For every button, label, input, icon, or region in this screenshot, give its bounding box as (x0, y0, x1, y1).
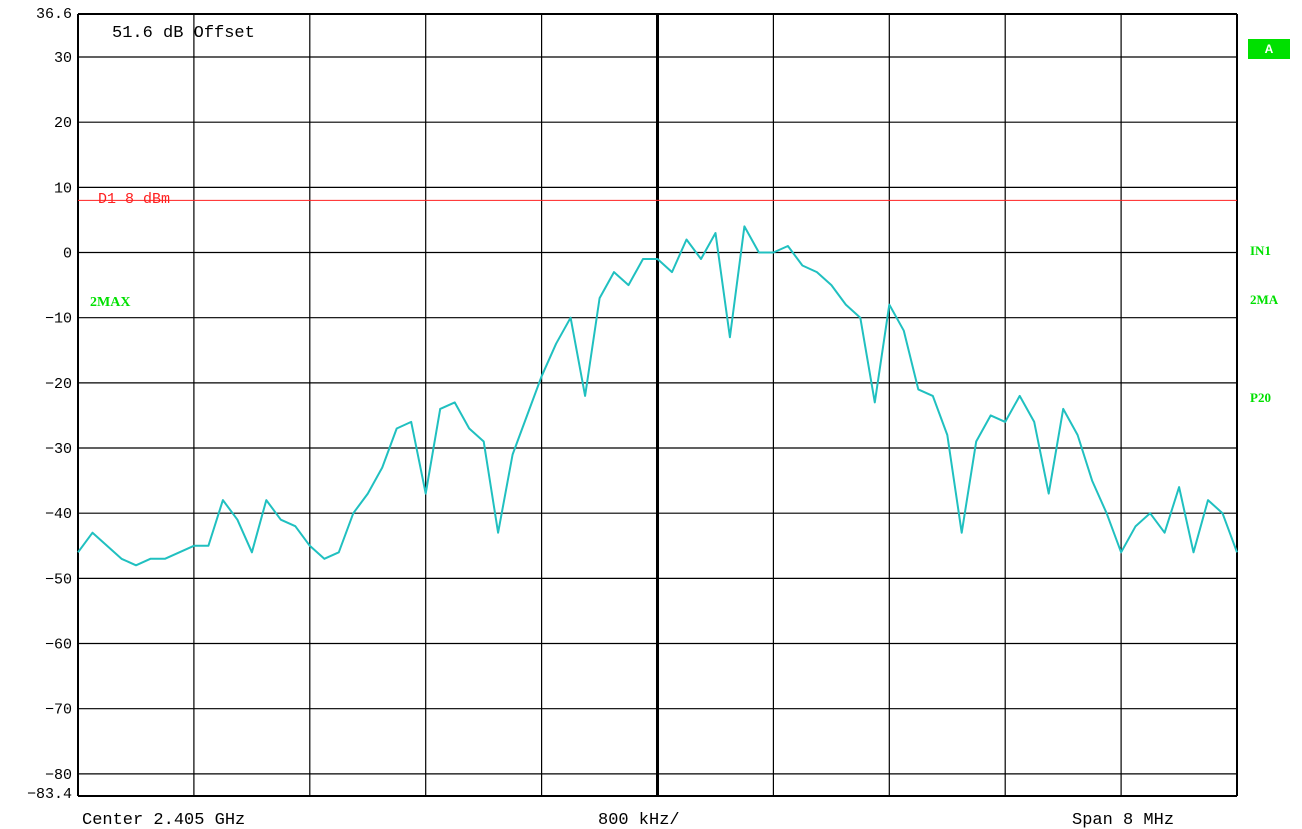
division-label: 800 kHz/ (598, 811, 680, 829)
display-line-label: D1 8 dBm (98, 191, 170, 208)
y-tick-label: 0 (63, 246, 72, 263)
y-tick-label: −60 (45, 637, 72, 654)
y-tick-label: −40 (45, 506, 72, 523)
y-axis-tick-labels: 36.6 30 20 10 0 −10 −20 −30 −40 −50 −60 −70 −80 −83.4 (27, 6, 72, 803)
y-tick-label: −83.4 (27, 786, 72, 803)
trace-2max (77, 225, 1238, 567)
trace-label: 2MAX (90, 295, 130, 310)
preamp-label: P20 (1250, 390, 1271, 405)
max-hold-label: 2MA (1250, 292, 1279, 307)
y-tick-label: −10 (45, 311, 72, 328)
center-frequency-label: Center 2.405 GHz (82, 811, 245, 829)
y-tick-label: −80 (45, 767, 72, 784)
y-tick-label: 20 (54, 115, 72, 132)
plot-grid (77, 13, 1238, 797)
span-label: Span 8 MHz (1072, 811, 1174, 829)
y-tick-label: −30 (45, 441, 72, 458)
y-tick-label: −50 (45, 571, 72, 588)
input-label: IN1 (1250, 243, 1271, 258)
offset-label: 51.6 dB Offset (112, 24, 255, 43)
y-tick-label: 36.6 (36, 6, 72, 23)
trace-a-badge: A (1248, 39, 1290, 59)
y-tick-label: −20 (45, 376, 72, 393)
y-tick-label: −70 (45, 702, 72, 719)
y-tick-label: 30 (54, 50, 72, 67)
y-tick-label: 10 (54, 180, 72, 197)
